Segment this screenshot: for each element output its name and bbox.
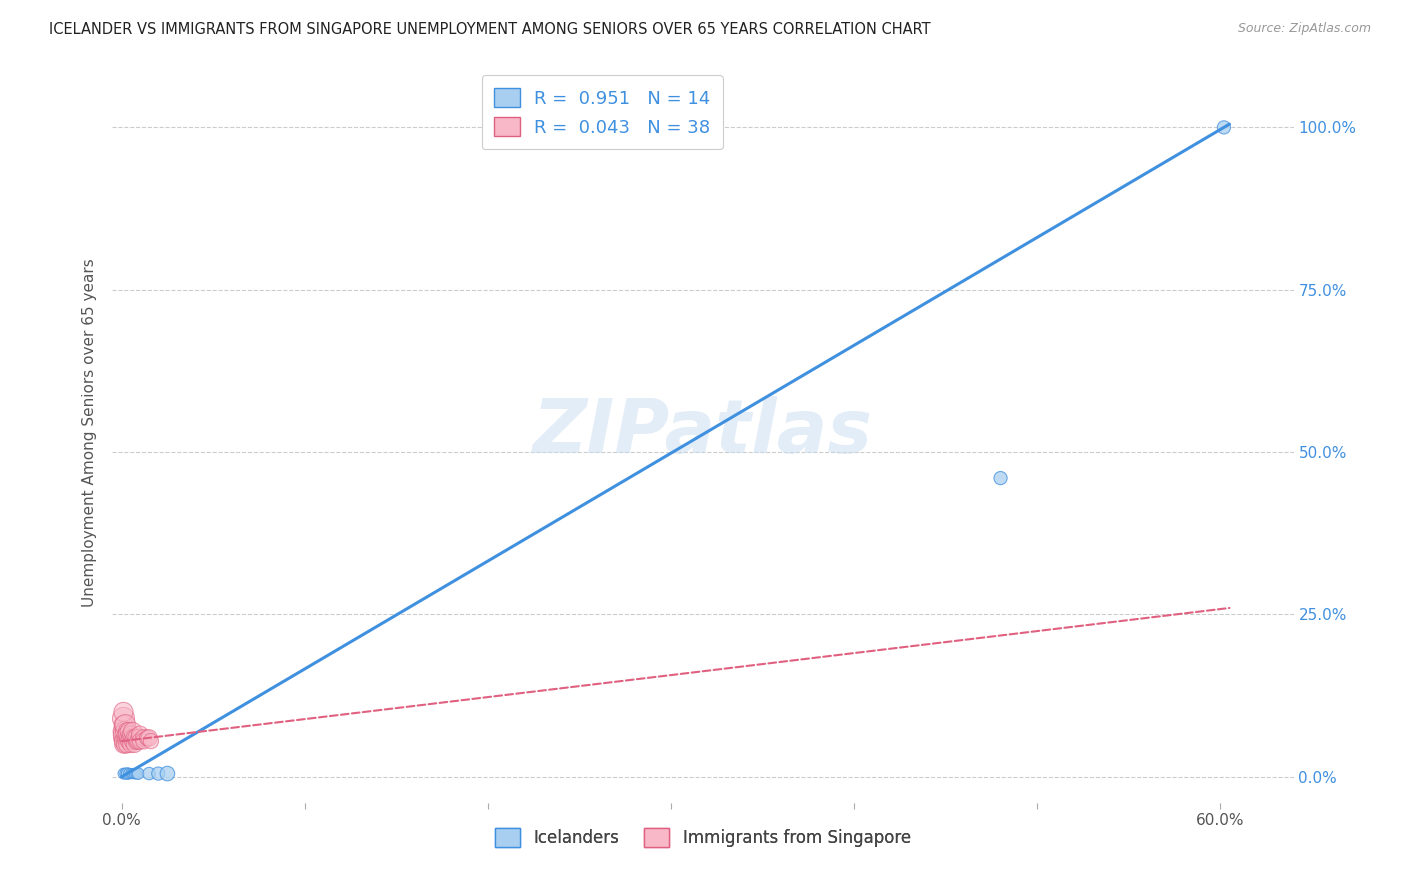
Point bbox=[112, 766, 135, 780]
Point bbox=[124, 766, 146, 780]
Point bbox=[114, 731, 136, 745]
Point bbox=[156, 766, 179, 780]
Point bbox=[115, 731, 138, 745]
Point bbox=[114, 718, 136, 732]
Point bbox=[118, 734, 141, 748]
Point bbox=[990, 471, 1012, 485]
Point bbox=[114, 766, 136, 780]
Point bbox=[124, 737, 146, 751]
Point bbox=[125, 766, 148, 780]
Point bbox=[112, 711, 135, 725]
Point bbox=[115, 728, 138, 742]
Point bbox=[115, 737, 138, 751]
Y-axis label: Unemployment Among Seniors over 65 years: Unemployment Among Seniors over 65 years bbox=[82, 259, 97, 607]
Point bbox=[127, 734, 149, 748]
Point bbox=[112, 724, 135, 739]
Point bbox=[139, 734, 162, 748]
Point bbox=[138, 731, 160, 745]
Point bbox=[112, 734, 135, 748]
Point bbox=[121, 731, 143, 745]
Point bbox=[121, 724, 143, 739]
Point bbox=[115, 766, 138, 780]
Text: Source: ZipAtlas.com: Source: ZipAtlas.com bbox=[1237, 22, 1371, 36]
Text: ZIPatlas: ZIPatlas bbox=[533, 396, 873, 469]
Point bbox=[114, 737, 136, 751]
Point bbox=[120, 728, 142, 742]
Point bbox=[124, 731, 146, 745]
Point bbox=[136, 731, 159, 745]
Point bbox=[125, 731, 148, 745]
Point bbox=[118, 724, 141, 739]
Point bbox=[127, 766, 149, 780]
Point bbox=[112, 731, 135, 745]
Point bbox=[112, 728, 135, 742]
Point bbox=[138, 766, 160, 780]
Point bbox=[112, 737, 135, 751]
Point bbox=[132, 731, 155, 745]
Point bbox=[120, 766, 142, 780]
Point bbox=[120, 737, 142, 751]
Point bbox=[112, 718, 135, 732]
Point bbox=[129, 734, 152, 748]
Point bbox=[1213, 120, 1236, 135]
Text: ICELANDER VS IMMIGRANTS FROM SINGAPORE UNEMPLOYMENT AMONG SENIORS OVER 65 YEARS : ICELANDER VS IMMIGRANTS FROM SINGAPORE U… bbox=[49, 22, 931, 37]
Point bbox=[120, 731, 142, 745]
Point bbox=[129, 731, 152, 745]
Point bbox=[132, 734, 155, 748]
Point bbox=[129, 728, 152, 742]
Point bbox=[115, 724, 138, 739]
Legend: Icelanders, Immigrants from Singapore: Icelanders, Immigrants from Singapore bbox=[488, 822, 918, 854]
Point bbox=[118, 766, 141, 780]
Point bbox=[112, 705, 135, 719]
Point bbox=[125, 734, 148, 748]
Point bbox=[121, 766, 143, 780]
Point bbox=[121, 734, 143, 748]
Point bbox=[114, 724, 136, 739]
Point bbox=[148, 766, 170, 780]
Point bbox=[118, 731, 141, 745]
